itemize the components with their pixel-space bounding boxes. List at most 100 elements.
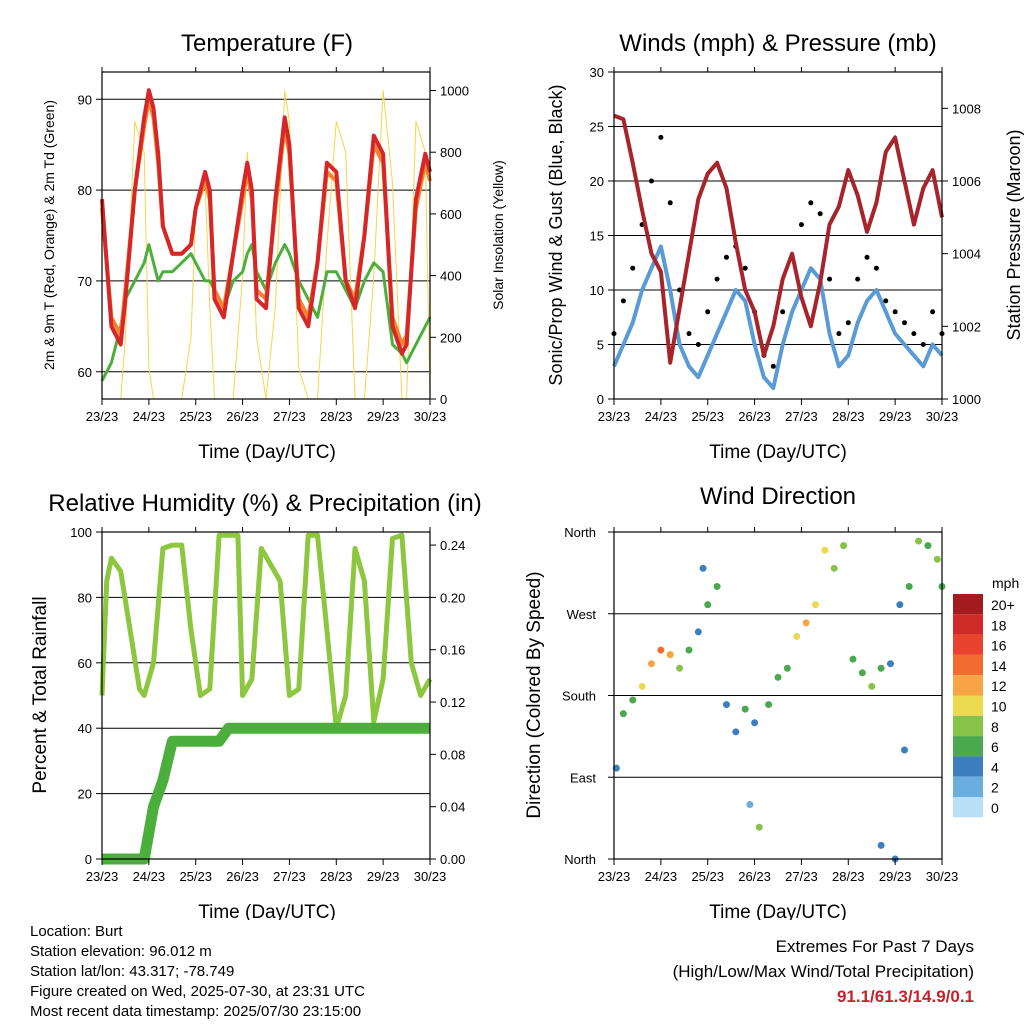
- direction-point: [868, 682, 876, 690]
- x-tick-label: 24/23: [645, 409, 678, 424]
- direction-point: [783, 664, 791, 672]
- direction-point: [830, 564, 838, 572]
- x-tick-label: 28/23: [320, 409, 353, 424]
- y2-tick-label: 0.00: [440, 852, 465, 867]
- direction-ylabel: Direction (Colored By Speed): [524, 571, 545, 818]
- gust-point: [695, 342, 701, 347]
- x-tick-label: 27/23: [785, 409, 818, 424]
- direction-tick-label: North: [564, 852, 596, 867]
- legend-label: 18: [991, 617, 1007, 633]
- direction-point: [877, 841, 885, 849]
- y-tick-label: 100: [70, 525, 92, 540]
- legend-swatch: [953, 756, 983, 777]
- y-tick-label: 80: [78, 183, 92, 198]
- x-tick-label: 27/23: [273, 869, 306, 884]
- legend-label: 12: [991, 678, 1007, 694]
- direction-point: [858, 669, 866, 677]
- winds-xlabel: Time (Day/UTC): [709, 442, 847, 463]
- gust-point: [845, 320, 851, 326]
- gust-point: [902, 320, 908, 326]
- x-tick-label: 23/23: [86, 869, 119, 884]
- y2-tick-label: 0.24: [440, 538, 465, 553]
- y-tick-label: 90: [78, 92, 92, 107]
- temperature-ylabel: 2m & 9m T (Red, Orange) & 2m Td (Green): [41, 100, 57, 370]
- gust-point: [798, 222, 804, 228]
- direction-tick-label: East: [570, 770, 596, 785]
- humidity-title: Relative Humidity (%) & Precipitation (i…: [48, 490, 481, 517]
- y2-tick-label: 600: [440, 207, 462, 222]
- x-tick-label: 27/23: [785, 869, 818, 884]
- direction-point: [746, 801, 754, 808]
- speed-legend: mph 20+ 18 16 14 12 10 8 6 4 2 0: [953, 575, 1019, 818]
- y2-tick-label: 0.12: [440, 695, 465, 710]
- gust-point: [742, 265, 748, 271]
- gust-point: [780, 309, 786, 315]
- legend-title: mph: [992, 575, 1019, 591]
- y2-tick-label: 800: [440, 145, 462, 160]
- direction-point: [924, 542, 932, 550]
- humidity-frame: [101, 531, 431, 860]
- x-tick-label: 26/23: [738, 409, 771, 424]
- y2-tick-label: 1002: [952, 319, 981, 334]
- y-tick-label: 60: [78, 365, 92, 380]
- direction-point: [629, 696, 637, 704]
- legend-swatch: [953, 634, 983, 655]
- gust-point: [864, 254, 870, 260]
- recent-text: Most recent data timestamp: 2025/07/30 2…: [30, 1003, 362, 1020]
- direction-tick-label: South: [562, 689, 596, 704]
- direction-point: [811, 601, 819, 609]
- y2-tick-label: 200: [440, 330, 462, 345]
- y2-tick-label: 1000: [952, 392, 981, 407]
- gust-point: [705, 309, 711, 315]
- winds-ylabel: Sonic/Prop Wind & Gust (Blue, Black): [546, 84, 566, 385]
- direction-point: [849, 655, 857, 663]
- direction-point: [704, 601, 712, 609]
- y2-tick-label: 400: [440, 269, 462, 284]
- temperature-frame: [101, 71, 431, 400]
- gust-point: [808, 200, 814, 206]
- x-tick-label: 26/23: [738, 869, 771, 884]
- gust-point: [883, 298, 889, 304]
- temp-2m-line: [100, 88, 432, 356]
- direction-point: [676, 664, 684, 672]
- x-tick-label: 29/23: [367, 869, 400, 884]
- y2-tick-label: 1004: [952, 247, 981, 262]
- y2-tick-label: 0.20: [440, 590, 465, 605]
- direction-point: [933, 555, 941, 563]
- elevation-text: Station elevation: 96.012 m: [30, 943, 212, 960]
- legend-label: 10: [991, 699, 1007, 715]
- direction-title: Wind Direction: [700, 483, 856, 510]
- direction-point: [666, 651, 674, 659]
- humidity-xlabel: Time (Day/UTC): [198, 902, 336, 920]
- gust-point: [827, 276, 833, 282]
- x-tick-label: 27/23: [273, 409, 306, 424]
- direction-point: [638, 682, 646, 690]
- dewpoint-line: [100, 243, 432, 382]
- solar-insolation-line: [102, 90, 431, 400]
- x-tick-label: 30/23: [414, 409, 447, 424]
- direction-point: [802, 619, 810, 627]
- x-tick-label: 28/23: [320, 869, 353, 884]
- legend-swatch: [953, 776, 983, 797]
- y-tick-label: 25: [590, 120, 604, 135]
- temperature-title: Temperature (F): [181, 30, 353, 57]
- figure: Temperature (F) 2m & 9m T (Red, Orange) …: [30, 30, 1024, 920]
- extremes-title: Extremes For Past 7 Days: [775, 937, 974, 956]
- direction-point: [732, 728, 740, 736]
- gust-point: [667, 200, 673, 206]
- direction-point: [915, 537, 923, 545]
- direction-point: [901, 746, 909, 754]
- x-tick-label: 23/23: [598, 869, 631, 884]
- direction-panel: Wind Direction Direction (Colored By Spe…: [524, 483, 1019, 920]
- legend-swatch: [953, 614, 983, 635]
- legend-label: 20+: [991, 597, 1015, 613]
- wind-speed-line: [612, 244, 944, 391]
- y-tick-label: 30: [590, 65, 604, 80]
- y-tick-label: 20: [78, 787, 92, 802]
- legend-label: 2: [991, 780, 999, 796]
- y-tick-label: 60: [78, 656, 92, 671]
- station-info: Location: Burt Station elevation: 96.012…: [30, 922, 365, 1022]
- y-tick-label: 15: [590, 229, 604, 244]
- x-tick-label: 25/23: [691, 409, 724, 424]
- x-tick-label: 24/23: [133, 409, 166, 424]
